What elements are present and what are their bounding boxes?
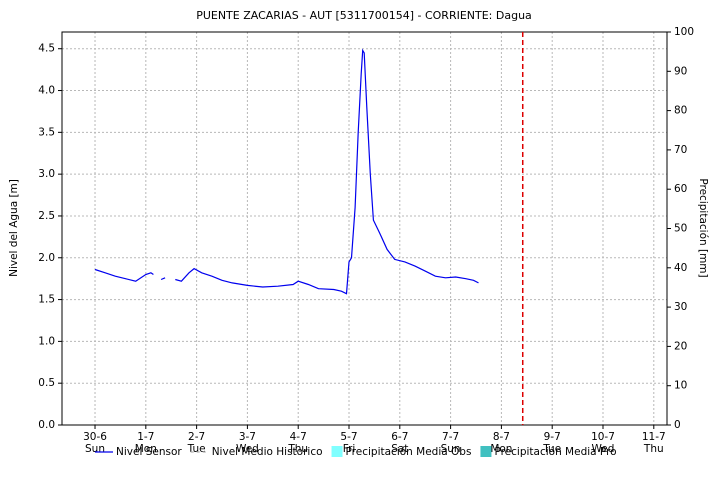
- legend-label: Precipitación Media Obs: [346, 446, 472, 458]
- y2-tick-label: 90: [674, 65, 687, 77]
- x-tick-label: 7-7: [442, 431, 459, 443]
- x-tick-label: 3-7: [239, 431, 256, 443]
- y2-axis-label: Precipitación [mm]: [697, 178, 709, 277]
- x-tick-label: 2-7: [188, 431, 205, 443]
- y2-tick-label: 10: [674, 380, 687, 392]
- x-tick-day: Sun: [85, 443, 105, 455]
- y-tick-label: 2.5: [38, 210, 55, 222]
- x-tick-label: 10-7: [591, 431, 615, 443]
- y-tick-label: 3.0: [38, 168, 55, 180]
- y-tick-label: 2.0: [38, 252, 55, 264]
- y-tick-label: 4.5: [38, 43, 55, 55]
- x-tick-day: Mon: [135, 443, 157, 455]
- legend-label: Nivel Medio Historico: [212, 446, 323, 458]
- x-tick-day: Tue: [187, 443, 206, 455]
- x-tick-day: Thu: [287, 443, 308, 455]
- x-tick-label: 1-7: [137, 431, 154, 443]
- y-axis-label: Nivel del Agua [m]: [8, 179, 20, 277]
- x-tick-day: Wed: [236, 443, 259, 455]
- y2-tick-label: 0: [674, 419, 681, 431]
- x-tick-day: Thu: [643, 443, 664, 455]
- y2-tick-label: 100: [674, 26, 694, 38]
- legend-swatch: [331, 446, 343, 457]
- x-tick-label: 6-7: [391, 431, 408, 443]
- x-tick-label: 9-7: [544, 431, 561, 443]
- x-tick-day: Tue: [542, 443, 561, 455]
- series-line: [94, 48, 479, 295]
- chart-title: PUENTE ZACARIAS - AUT [5311700154] - COR…: [196, 9, 532, 22]
- y2-tick-label: 70: [674, 144, 687, 156]
- legend-label: Precipitación Media Pro: [494, 446, 616, 458]
- y-tick-label: 4.0: [38, 85, 55, 97]
- y-tick-label: 3.5: [38, 126, 55, 138]
- y-tick-label: 1.5: [38, 294, 55, 306]
- legend-label: Nivel Sensor: [116, 446, 182, 458]
- y2-tick-label: 40: [674, 262, 687, 274]
- y2-tick-label: 80: [674, 105, 687, 117]
- x-tick-label: 8-7: [493, 431, 510, 443]
- x-tick-label: 5-7: [340, 431, 357, 443]
- x-tick-day: Fri: [343, 443, 356, 455]
- x-tick-label: 30-6: [83, 431, 107, 443]
- x-tick-label: 4-7: [290, 431, 307, 443]
- y-tick-label: 0.0: [38, 419, 55, 431]
- y-tick-label: 1.0: [38, 335, 55, 347]
- y2-tick-label: 50: [674, 223, 687, 235]
- x-tick-day: Mon: [490, 443, 512, 455]
- y-tick-label: 0.5: [38, 377, 55, 389]
- y2-tick-label: 30: [674, 301, 687, 313]
- y2-tick-label: 60: [674, 183, 687, 195]
- x-tick-day: Wed: [592, 443, 615, 455]
- plot-frame: [61, 31, 668, 426]
- x-tick-day: Sun: [441, 443, 461, 455]
- y2-tick-label: 20: [674, 340, 687, 352]
- x-tick-day: Sat: [391, 443, 408, 455]
- x-tick-label: 11-7: [642, 431, 666, 443]
- legend-swatch: [480, 446, 492, 457]
